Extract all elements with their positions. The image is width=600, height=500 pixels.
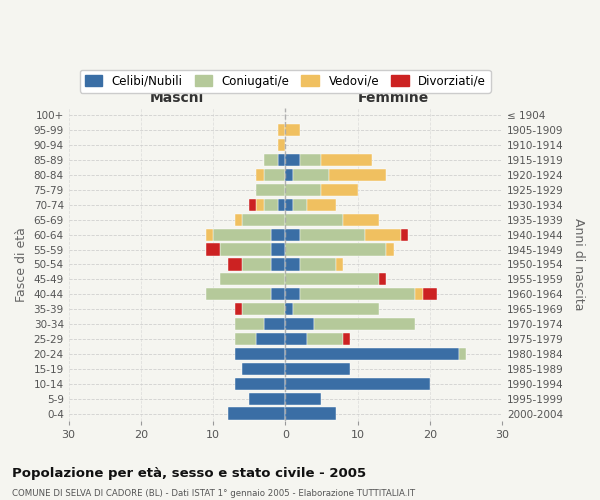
Bar — [459, 348, 466, 360]
Bar — [242, 303, 286, 316]
Bar — [242, 214, 286, 226]
Bar — [206, 244, 220, 256]
Bar — [307, 333, 343, 345]
Legend: Celibi/Nubili, Coniugati/e, Vedovi/e, Divorziati/e: Celibi/Nubili, Coniugati/e, Vedovi/e, Di… — [80, 70, 491, 92]
Bar — [293, 199, 307, 211]
Bar — [256, 184, 286, 196]
Bar — [278, 139, 286, 151]
Bar — [286, 258, 300, 270]
Bar — [415, 288, 422, 300]
Bar — [271, 228, 286, 241]
Bar — [286, 124, 300, 136]
Bar — [235, 318, 263, 330]
Bar — [300, 258, 336, 270]
Bar — [227, 408, 286, 420]
Bar — [249, 199, 256, 211]
Bar — [271, 288, 286, 300]
Bar — [300, 288, 415, 300]
Bar — [242, 258, 271, 270]
Bar — [286, 408, 336, 420]
Bar — [286, 333, 307, 345]
Bar — [322, 184, 358, 196]
Bar — [206, 228, 213, 241]
Bar — [263, 199, 278, 211]
Bar — [329, 169, 386, 181]
Bar — [263, 154, 278, 166]
Bar — [249, 392, 286, 404]
Bar — [256, 333, 286, 345]
Bar — [220, 274, 286, 285]
Bar — [263, 318, 286, 330]
Bar — [286, 274, 379, 285]
Bar — [220, 244, 271, 256]
Bar — [235, 378, 286, 390]
Y-axis label: Fasce di età: Fasce di età — [15, 227, 28, 302]
Bar — [286, 288, 300, 300]
Text: COMUNE DI SELVA DI CADORE (BL) - Dati ISTAT 1° gennaio 2005 - Elaborazione TUTTI: COMUNE DI SELVA DI CADORE (BL) - Dati IS… — [12, 489, 415, 498]
Bar — [293, 169, 329, 181]
Bar — [235, 303, 242, 316]
Bar — [386, 244, 394, 256]
Bar — [271, 244, 286, 256]
Bar — [263, 169, 286, 181]
Bar — [401, 228, 408, 241]
Bar — [278, 124, 286, 136]
Bar — [278, 199, 286, 211]
Bar — [286, 303, 293, 316]
Bar — [379, 274, 386, 285]
Bar — [343, 214, 379, 226]
Bar — [286, 169, 293, 181]
Bar — [213, 228, 271, 241]
Bar — [422, 288, 437, 300]
Bar — [314, 318, 415, 330]
Bar — [235, 214, 242, 226]
Bar — [227, 258, 242, 270]
Bar — [336, 258, 343, 270]
Text: Popolazione per età, sesso e stato civile - 2005: Popolazione per età, sesso e stato civil… — [12, 468, 366, 480]
Bar — [286, 348, 459, 360]
Bar — [307, 199, 336, 211]
Bar — [286, 362, 350, 375]
Bar — [286, 199, 293, 211]
Bar — [286, 214, 343, 226]
Text: Femmine: Femmine — [358, 91, 430, 105]
Bar — [256, 199, 263, 211]
Bar — [278, 154, 286, 166]
Bar — [271, 258, 286, 270]
Bar — [286, 228, 300, 241]
Text: Maschi: Maschi — [150, 91, 204, 105]
Bar — [365, 228, 401, 241]
Bar — [242, 362, 286, 375]
Bar — [286, 318, 314, 330]
Bar — [235, 348, 286, 360]
Bar — [286, 378, 430, 390]
Y-axis label: Anni di nascita: Anni di nascita — [572, 218, 585, 310]
Bar — [343, 333, 350, 345]
Bar — [293, 303, 379, 316]
Bar — [256, 169, 263, 181]
Bar — [286, 392, 322, 404]
Bar — [300, 228, 365, 241]
Bar — [322, 154, 372, 166]
Bar — [286, 184, 322, 196]
Bar — [206, 288, 271, 300]
Bar — [286, 154, 300, 166]
Bar — [300, 154, 322, 166]
Bar — [286, 244, 386, 256]
Bar — [235, 333, 256, 345]
